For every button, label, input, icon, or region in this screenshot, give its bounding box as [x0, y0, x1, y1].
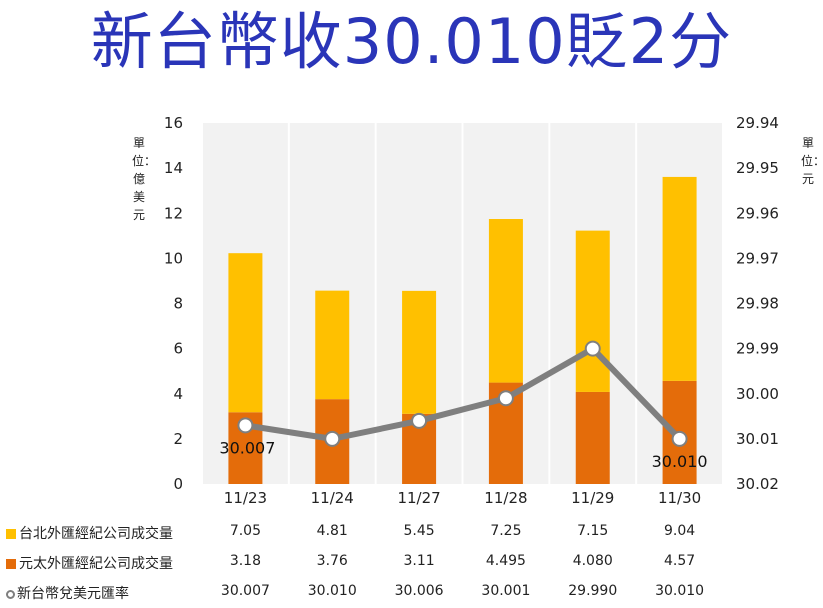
table-row-label: 台北外匯經紀公司成交量 — [6, 523, 173, 543]
y2-tick-label: 29.96 — [736, 204, 779, 222]
x-tick-label: 11/24 — [311, 489, 354, 507]
legend-marker — [6, 529, 16, 539]
rate-point — [671, 430, 688, 447]
bar-taipei — [228, 253, 263, 413]
table-cell: 30.010 — [307, 583, 357, 599]
y-tick-label: 6 — [173, 340, 183, 358]
bar-taipei — [315, 290, 350, 400]
table-cell: 4.57 — [663, 553, 696, 569]
x-tick-label: 11/28 — [484, 489, 527, 507]
table-cell: 4.495 — [485, 553, 526, 569]
y2-tick-label: 29.99 — [736, 340, 779, 358]
y2-tick-label: 30.01 — [736, 430, 779, 448]
rate-point — [411, 412, 428, 429]
x-tick-label: 11/27 — [397, 489, 440, 507]
table-cell: 30.006 — [394, 583, 444, 599]
y2-tick-label: 29.98 — [736, 295, 779, 313]
right-axis-unit: 單位：元 — [801, 136, 823, 186]
x-tick-label: 11/30 — [658, 489, 701, 507]
y-tick-label: 2 — [173, 430, 183, 448]
table-cell: 5.45 — [403, 523, 435, 539]
table-cell: 4.080 — [572, 553, 613, 569]
rate-line — [244, 345, 682, 442]
table-cell: 30.010 — [655, 583, 705, 599]
table-cell: 7.15 — [577, 523, 609, 539]
x-tick-label: 11/23 — [224, 489, 267, 507]
y-tick-label: 14 — [164, 159, 183, 177]
y-tick-label: 0 — [173, 475, 183, 493]
y-tick-label: 10 — [164, 249, 183, 267]
rate-point — [584, 340, 601, 357]
table-cell: 7.25 — [490, 523, 522, 539]
bar-taipei — [662, 176, 697, 381]
legend-label: 新台幣兌美元匯率 — [17, 586, 129, 602]
y-tick-label: 12 — [164, 204, 183, 222]
rate-point — [324, 430, 341, 447]
table-row-label: 元太外匯經紀公司成交量 — [6, 553, 173, 573]
rate-data-label: 30.010 — [652, 452, 708, 471]
left-axis-unit: 單位：億美元 — [132, 136, 157, 222]
legend-label: 台北外匯經紀公司成交量 — [19, 526, 173, 542]
table-cell: 29.990 — [568, 583, 618, 599]
table-cell: 30.001 — [481, 583, 531, 599]
table-cell: 3.18 — [229, 553, 261, 569]
chart-title: 新台幣收30.010貶2分 — [90, 5, 733, 78]
legend-marker — [6, 589, 15, 599]
bar-taipei — [575, 230, 610, 392]
y-tick-label: 16 — [164, 114, 183, 132]
y-tick-label: 4 — [173, 385, 183, 403]
bar-yuanta — [575, 391, 610, 484]
legend-label: 元太外匯經紀公司成交量 — [19, 556, 173, 572]
rate-point — [497, 390, 514, 407]
rate-point — [237, 417, 254, 434]
bar-taipei — [402, 290, 437, 414]
table-cell: 3.76 — [316, 553, 348, 569]
legend-marker — [6, 559, 16, 569]
y2-tick-label: 30.02 — [736, 475, 779, 493]
rate-data-label: 30.007 — [219, 438, 275, 457]
table-cell: 9.04 — [663, 523, 696, 539]
y2-tick-label: 29.97 — [736, 249, 779, 267]
y2-tick-label: 29.94 — [736, 114, 779, 132]
table-cell: 7.05 — [229, 523, 261, 539]
table-cell: 30.007 — [220, 583, 270, 599]
y-tick-label: 8 — [173, 295, 183, 313]
y2-tick-label: 30.00 — [736, 385, 779, 403]
x-tick-label: 11/29 — [571, 489, 614, 507]
bar-taipei — [488, 219, 523, 383]
y2-tick-label: 29.95 — [736, 159, 779, 177]
table-cell: 4.81 — [316, 523, 348, 539]
table-cell: 3.11 — [403, 553, 435, 569]
table-row-label: 新台幣兌美元匯率 — [6, 583, 129, 603]
